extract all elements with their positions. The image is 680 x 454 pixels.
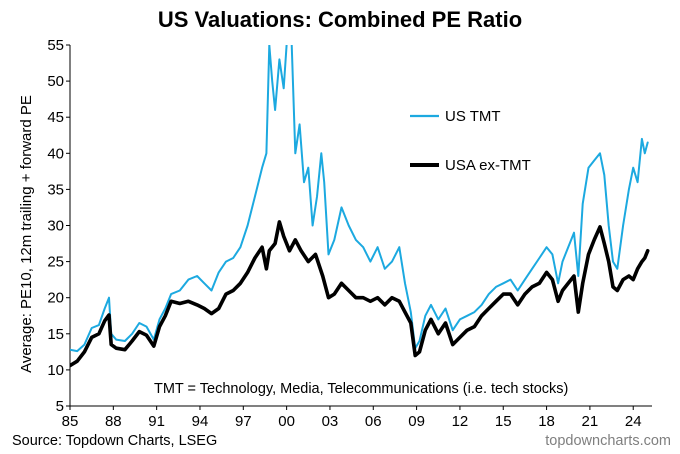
y-tick-label: 20: [47, 290, 64, 307]
x-tick-label: 91: [148, 413, 165, 430]
y-tick-label: 15: [47, 326, 64, 343]
x-tick-label: 00: [278, 413, 295, 430]
x-tick-label: 12: [452, 413, 469, 430]
y-tick-label: 40: [47, 145, 64, 162]
x-tick-label: 85: [62, 413, 79, 430]
tmt-definition-note: TMT = Technology, Media, Telecommunicati…: [154, 381, 568, 397]
x-tick-label: 21: [582, 413, 599, 430]
x-tick-label: 88: [105, 413, 122, 430]
legend-label-usa-ex-tmt: USA ex-TMT: [445, 157, 531, 174]
y-axis: 5 10 15 20 25 30 35 40 45 50 55: [47, 37, 71, 415]
x-tick-label: 09: [408, 413, 425, 430]
series-line-us-tmt: [70, 45, 649, 353]
x-tick-label: 24: [625, 413, 642, 430]
x-tick-label: 18: [538, 413, 555, 430]
brand-watermark: topdowncharts.com: [545, 433, 671, 449]
chart-title: US Valuations: Combined PE Ratio: [158, 7, 522, 32]
x-tick-label: 15: [495, 413, 512, 430]
plot-area: [70, 45, 650, 368]
y-tick-label: 10: [47, 362, 64, 379]
x-tick-label: 97: [235, 413, 252, 430]
x-tick-label: 03: [322, 413, 339, 430]
series-line-usa-ex-tmt: [70, 220, 650, 368]
y-tick-label: 25: [47, 254, 64, 271]
x-tick-label: 94: [192, 413, 209, 430]
y-tick-label: 45: [47, 109, 64, 126]
y-tick-label: 35: [47, 181, 64, 198]
x-tick-label: 06: [365, 413, 382, 430]
legend: US TMT USA ex-TMT: [410, 108, 531, 174]
y-axis-label: Average: PE10, 12m trailing + forward PE: [18, 95, 35, 373]
x-axis: 85 88 91 94 97 00 03 06 09 12 15 18 21 24: [62, 405, 652, 430]
y-tick-label: 30: [47, 218, 64, 235]
source-note: Source: Topdown Charts, LSEG: [12, 433, 217, 449]
y-tick-label: 5: [56, 398, 64, 415]
legend-label-us-tmt: US TMT: [445, 108, 501, 125]
y-tick-label: 55: [47, 37, 64, 54]
y-tick-label: 50: [47, 73, 64, 90]
